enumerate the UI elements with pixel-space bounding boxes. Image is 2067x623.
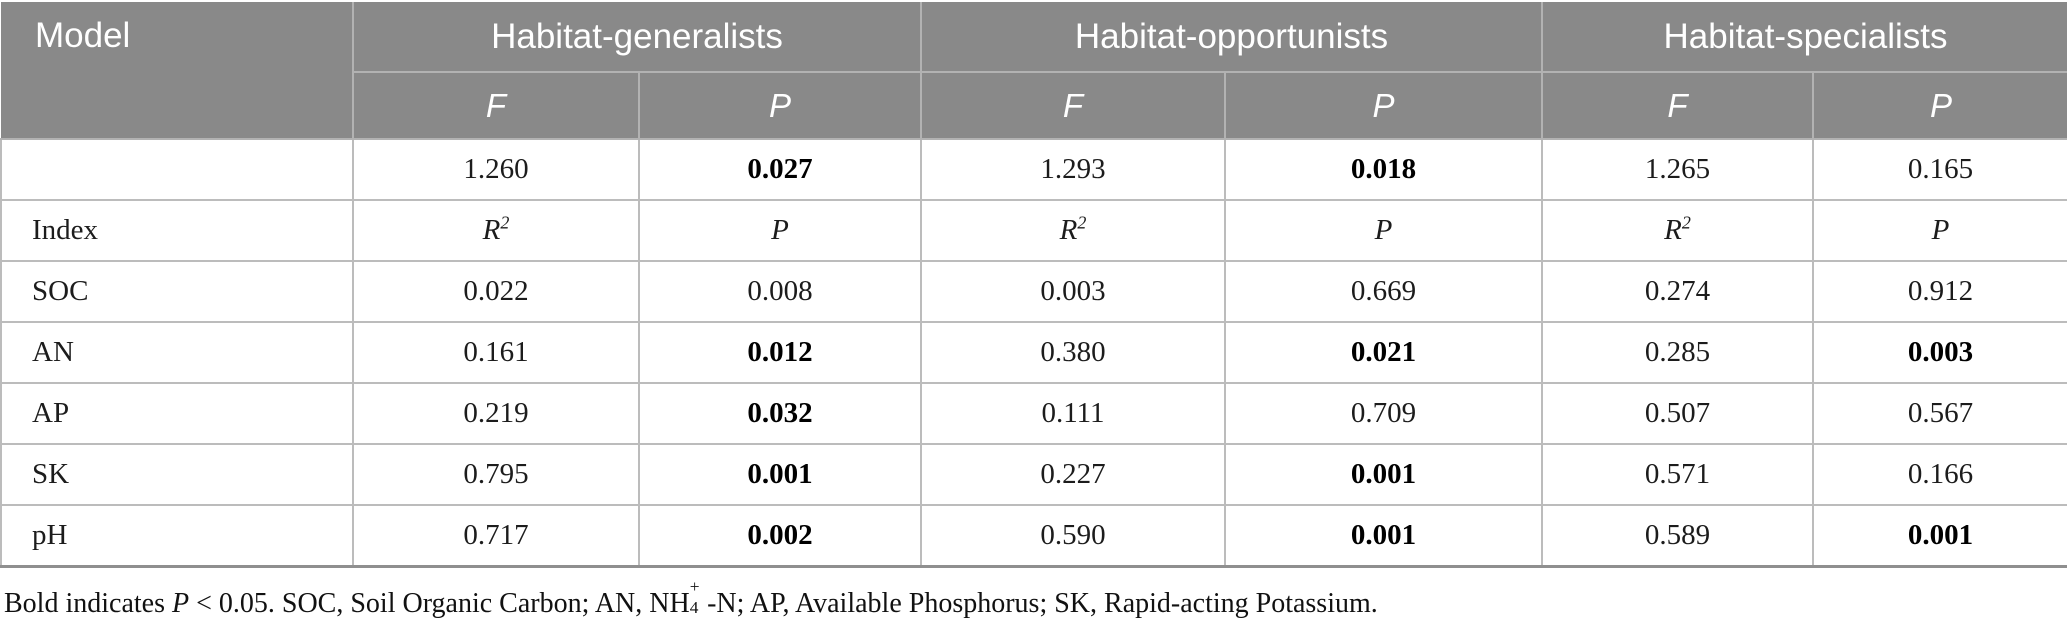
table-header: Model Habitat-generalists Habitat-opport…: [1, 2, 2067, 140]
table-cell: 0.912: [1812, 260, 2067, 323]
row-label: AN: [0, 321, 354, 384]
header-opportunists-p: P: [1223, 72, 1544, 140]
row-label: Index: [0, 199, 354, 262]
table-cell: 0.219: [352, 382, 640, 445]
table-cell: 0.274: [1541, 260, 1815, 323]
footnote-text: -N; AP, Available Phosphorus; SK, Rapid-…: [707, 587, 1378, 619]
table-cell: 0.571: [1541, 443, 1815, 506]
table-cell: 0.567: [1812, 382, 2067, 445]
subscript-superscript-stack: 4 +: [689, 576, 700, 618]
footnote-text: Bold indicates: [4, 587, 172, 619]
table-cell: 0.111: [920, 382, 1226, 445]
row-label: [0, 139, 354, 201]
table-cell: 0.001: [1223, 443, 1544, 506]
table-cell: 0.021: [1223, 321, 1544, 384]
table-row: SOC 0.022 0.008 0.003 0.669 0.274 0.912: [0, 260, 2067, 323]
row-label: SOC: [0, 260, 354, 323]
table-cell: 0.669: [1223, 260, 1544, 323]
row-label: pH: [0, 504, 354, 568]
table-row: Index R2 P R2 P R2 P: [0, 199, 2067, 262]
table-cell: 0.008: [638, 260, 922, 323]
table-row: AP 0.219 0.032 0.111 0.709 0.507 0.567: [0, 382, 2067, 445]
table-cell: 1.260: [352, 139, 640, 201]
table-cell: 0.161: [352, 321, 640, 384]
header-generalists-p: P: [638, 72, 922, 140]
header-group-row: Model Habitat-generalists Habitat-opport…: [1, 2, 2067, 140]
header-group-generalists: Habitat-generalists: [352, 2, 922, 73]
header-opportunists-f: F: [920, 72, 1226, 140]
table-cell: R2: [352, 199, 640, 262]
table-cell: 0.002: [638, 504, 922, 568]
table-cell: 0.227: [920, 443, 1226, 506]
footnote-text: P: [171, 587, 190, 619]
row-label: AP: [0, 382, 354, 445]
table-row: 1.260 0.027 1.293 0.018 1.265 0.165: [0, 139, 2067, 201]
table-cell: R2: [920, 199, 1226, 262]
footnote: Bold indicates P < 0.05. SOC, Soil Organ…: [4, 576, 2067, 620]
table-cell: 0.589: [1541, 504, 1815, 568]
header-specialists-f: F: [1541, 72, 1815, 140]
table-cell: 0.001: [638, 443, 922, 506]
table-cell: 0.285: [1541, 321, 1815, 384]
table-cell: P: [1812, 199, 2067, 262]
table-cell: 0.027: [638, 139, 922, 201]
table-cell: 0.717: [352, 504, 640, 568]
table-cell: P: [638, 199, 922, 262]
header-specialists-p: P: [1812, 72, 2067, 140]
table-body: 1.260 0.027 1.293 0.018 1.265 0.165 Index R2 P R2…: [0, 139, 2067, 568]
table-cell: 1.265: [1541, 139, 1815, 201]
header-group-opportunists: Habitat-opportunists: [919, 2, 1544, 73]
table-cell: 0.380: [920, 321, 1226, 384]
footnote-text: < 0.05. SOC, Soil Organic Carbon; AN, NH: [189, 587, 690, 619]
table-cell: 0.709: [1223, 382, 1544, 445]
table-cell: 0.012: [638, 321, 922, 384]
table-cell: 0.001: [1223, 504, 1544, 568]
table-cell: R2: [1541, 199, 1815, 262]
table-row: SK 0.795 0.001 0.227 0.001 0.571 0.166: [0, 443, 2067, 506]
stats-table: Model Habitat-generalists Habitat-opport…: [0, 2, 2067, 568]
table-cell: 0.590: [920, 504, 1226, 568]
row-label: SK: [0, 443, 354, 506]
header-group-specialists: Habitat-specialists: [1541, 2, 2067, 73]
table-cell: 0.003: [1812, 321, 2067, 384]
table-cell: 0.795: [352, 443, 640, 506]
table-cell: 0.022: [352, 260, 640, 323]
table-cell: 1.293: [920, 139, 1226, 201]
table-row: pH 0.717 0.002 0.590 0.001 0.589 0.001: [0, 504, 2067, 568]
header-generalists-f: F: [352, 72, 640, 140]
table-row: AN 0.161 0.012 0.380 0.021 0.285 0.003: [0, 321, 2067, 384]
table-cell: P: [1223, 199, 1544, 262]
table-cell: 0.165: [1812, 139, 2067, 201]
table-cell: 0.018: [1223, 139, 1544, 201]
header-sub-row: F P F P F P: [1, 72, 2067, 140]
header-model: Model: [1, 2, 354, 140]
table-cell: 0.507: [1541, 382, 1815, 445]
table-cell: 0.032: [638, 382, 922, 445]
table-cell: 0.166: [1812, 443, 2067, 506]
table-cell: 0.001: [1812, 504, 2067, 568]
table-cell: 0.003: [920, 260, 1226, 323]
